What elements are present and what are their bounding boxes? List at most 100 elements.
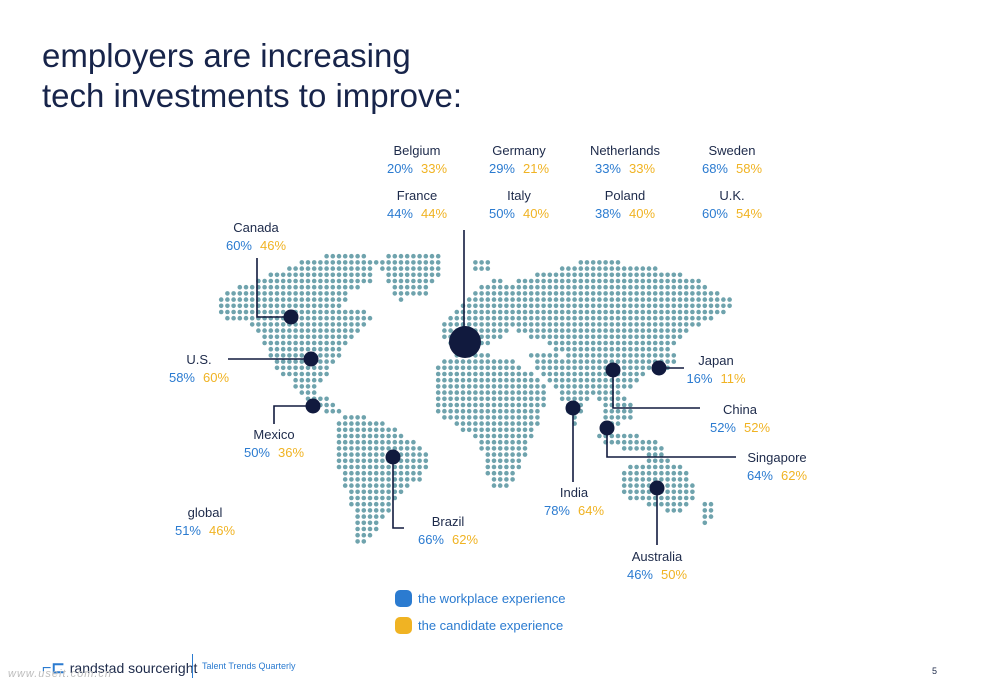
map-dot	[566, 303, 571, 309]
map-dot	[466, 315, 472, 321]
map-dot	[609, 408, 615, 414]
candidate-value: 40%	[629, 206, 656, 221]
watermark: www.useit.com.cn	[8, 668, 113, 680]
map-dot	[355, 415, 360, 420]
map-dot	[398, 272, 404, 278]
map-dot	[380, 439, 385, 445]
map-dot	[417, 260, 422, 265]
map-dot	[516, 452, 522, 457]
map-dot	[640, 346, 646, 352]
map-dot	[479, 421, 484, 426]
country-name: France	[396, 188, 438, 203]
map-dot	[553, 284, 559, 290]
map-dot	[485, 458, 491, 464]
map-dot	[367, 458, 373, 464]
map-dot	[361, 495, 367, 501]
map-dot	[367, 470, 373, 476]
map-dot	[572, 346, 577, 352]
map-dot	[708, 303, 714, 309]
map-dot	[665, 303, 670, 309]
map-dot	[330, 340, 336, 346]
map-dot	[454, 415, 460, 420]
map-dot	[485, 446, 491, 451]
map-dot	[652, 470, 658, 476]
map-dot	[491, 359, 497, 364]
map-dot	[708, 309, 714, 315]
map-dot	[448, 365, 453, 371]
map-dot	[361, 253, 367, 259]
map-dot	[584, 322, 590, 327]
map-dot	[535, 408, 540, 414]
map-dot	[336, 278, 342, 284]
map-dot	[373, 483, 379, 488]
map-dot	[485, 390, 491, 395]
map-dot	[659, 297, 664, 302]
map-dot	[615, 334, 621, 340]
map-dot	[652, 278, 658, 284]
map-dot	[566, 353, 571, 358]
map-dot	[528, 384, 534, 389]
map-dot	[646, 291, 652, 296]
map-dot	[628, 408, 633, 414]
map-dot	[566, 291, 571, 296]
map-dot	[262, 278, 267, 284]
map-dot	[330, 278, 336, 284]
map-dot	[646, 266, 652, 271]
map-dot	[516, 322, 522, 327]
map-dot	[330, 328, 336, 333]
map-dot	[491, 377, 497, 383]
map-dot	[473, 315, 478, 321]
map-dot	[590, 328, 596, 333]
map-dot	[479, 415, 484, 420]
map-dot	[640, 278, 646, 284]
map-dot	[280, 371, 286, 377]
map-dot	[621, 303, 627, 309]
map-dot	[342, 458, 348, 464]
map-dot	[535, 297, 540, 302]
map-dot	[628, 377, 633, 383]
map-dot	[485, 470, 491, 476]
map-dot	[442, 377, 447, 383]
marker-europe	[449, 326, 481, 358]
map-dot	[305, 340, 311, 346]
candidate-value: 46%	[260, 238, 287, 253]
map-dot	[417, 464, 422, 470]
map-dot	[714, 291, 720, 296]
map-dot	[497, 303, 503, 309]
map-dot	[380, 421, 385, 426]
map-dot	[225, 297, 230, 302]
map-dot	[287, 303, 292, 309]
map-dot	[460, 402, 466, 408]
map-dot	[417, 477, 422, 482]
map-dot	[497, 371, 503, 377]
country-mexico: Mexico 50% 36%	[214, 426, 334, 462]
map-dot	[460, 396, 466, 402]
map-dot	[324, 408, 329, 414]
map-dot	[336, 328, 342, 333]
map-dot	[572, 334, 577, 340]
map-dot	[504, 408, 509, 414]
map-dot	[665, 508, 670, 513]
leader-canada	[256, 258, 291, 318]
map-dot	[361, 446, 367, 451]
map-dot	[702, 284, 708, 290]
map-dot	[355, 328, 360, 333]
map-dot	[541, 334, 546, 340]
map-dot	[510, 390, 515, 395]
map-dot	[497, 446, 503, 451]
map-dot	[311, 272, 317, 278]
map-dot	[423, 278, 429, 284]
map-dot	[665, 309, 670, 315]
workplace-value: 50%	[488, 206, 515, 221]
map-dot	[497, 402, 503, 408]
map-dot	[683, 328, 689, 333]
map-dot	[262, 297, 267, 302]
map-dot	[559, 396, 565, 402]
map-dot	[336, 309, 342, 315]
map-dot	[615, 328, 621, 333]
map-dot	[597, 371, 602, 377]
map-dot	[262, 334, 267, 340]
map-dot	[615, 377, 621, 383]
map-dot	[454, 377, 460, 383]
map-dot	[342, 322, 348, 327]
